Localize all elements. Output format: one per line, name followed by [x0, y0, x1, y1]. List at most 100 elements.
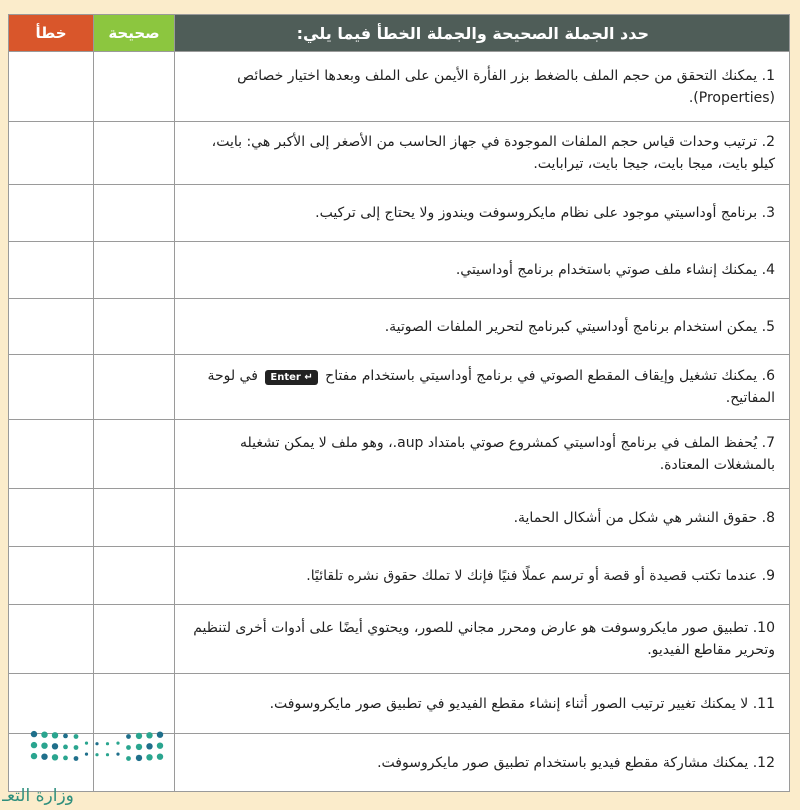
question-text: حقوق النشر هي شكل من أشكال الحماية. — [513, 509, 758, 526]
answer-cell-wrong[interactable] — [8, 51, 94, 122]
logo-dot — [41, 742, 48, 749]
question-text: في لوحة المفاتيح. — [207, 368, 775, 406]
enter-key-icon: Enter ↵ — [265, 370, 318, 385]
answer-cell-wrong[interactable] — [8, 604, 94, 674]
question-text-cell: 4. يمكنك إنشاء ملف صوتي باستخدام برنامج … — [174, 241, 790, 299]
answer-cell-right[interactable] — [93, 184, 175, 242]
logo-dot — [51, 743, 59, 750]
column-header-right: صحيحة — [93, 14, 175, 52]
answer-cell-right[interactable] — [93, 488, 175, 547]
question-text: يمكنك تشغيل وإيقاف المقطع الصوتي في برنا… — [325, 368, 758, 384]
answer-cell-wrong[interactable] — [8, 354, 94, 420]
logo-dot — [73, 756, 79, 761]
question-row: 7. يُحفظ الملف في برنامج أوداسيتي كمشروع… — [8, 419, 790, 489]
question-text-cell: 2. ترتيب وحدات قياس حجم الملفات الموجودة… — [174, 121, 790, 185]
answer-cell-right[interactable] — [93, 298, 175, 355]
question-number: 9. — [761, 567, 775, 584]
logo-dot — [30, 730, 38, 738]
question-number: 8. — [761, 509, 775, 526]
question-number: 3. — [761, 205, 775, 221]
logo-dot — [63, 733, 68, 739]
logo-dot — [51, 732, 59, 739]
logo-dot — [73, 734, 79, 739]
question-row: 8. حقوق النشر هي شكل من أشكال الحماية. — [8, 488, 790, 547]
answer-cell-right[interactable] — [93, 241, 175, 299]
answer-cell-wrong[interactable] — [8, 241, 94, 299]
answer-cell-wrong[interactable] — [8, 419, 94, 489]
question-row: 10. تطبيق صور مايكروسوفت هو عارض ومحرر م… — [8, 604, 790, 674]
question-text: برنامج أوداسيتي موجود على نظام مايكروسوف… — [315, 205, 758, 221]
question-number: 6. — [761, 368, 775, 384]
question-text: ترتيب وحدات قياس حجم الملفات الموجودة في… — [211, 134, 775, 172]
question-text-cell: 11. لا يمكنك تغيير ترتيب الصور أثناء إنش… — [174, 673, 790, 734]
question-row: 5. يمكن استخدام برنامج أوداسيتي كبرنامج … — [8, 298, 790, 355]
question-number: 11. — [752, 695, 775, 712]
question-text-cell: 12. يمكنك مشاركة مقطع فيديو باستخدام تطب… — [174, 733, 790, 792]
question-text: يمكنك مشاركة مقطع فيديو باستخدام تطبيق ص… — [377, 754, 749, 771]
answer-cell-right[interactable] — [93, 604, 175, 674]
instruction-title: حدد الجملة الصحيحة والجملة الخطأ فيما يل… — [174, 14, 790, 52]
logo-dot — [84, 752, 89, 756]
logo-dot — [146, 743, 153, 750]
answer-cell-right[interactable] — [93, 673, 175, 734]
question-row: 1. يمكنك التحقق من حجم الملف بالضغط بزر … — [8, 51, 790, 122]
question-row: 6. يمكنك تشغيل وإيقاف المقطع الصوتي في ب… — [8, 354, 790, 420]
question-number: 5. — [761, 318, 775, 335]
logo-dot — [116, 741, 120, 745]
question-number: 12. — [752, 754, 775, 771]
question-row: 4. يمكنك إنشاء ملف صوتي باستخدام برنامج … — [8, 241, 790, 299]
answer-cell-wrong[interactable] — [8, 733, 94, 792]
logo-dot — [116, 752, 120, 756]
logo-dot — [126, 734, 131, 739]
answer-cell-wrong[interactable] — [8, 298, 94, 355]
answer-cell-wrong[interactable] — [8, 121, 94, 185]
answer-cell-wrong[interactable] — [8, 673, 94, 734]
logo-dot — [156, 731, 164, 738]
question-row: 2. ترتيب وحدات قياس حجم الملفات الموجودة… — [8, 121, 790, 185]
logo-dot — [135, 743, 143, 751]
logo-dot — [63, 744, 68, 750]
answer-cell-wrong[interactable] — [8, 184, 94, 242]
question-text: تطبيق صور مايكروسوفت هو عارض ومحرر مجاني… — [193, 620, 775, 658]
ministry-logo-text: وزارة التعـ — [2, 786, 74, 806]
question-text: لا يمكنك تغيير ترتيب الصور أثناء إنشاء م… — [269, 695, 749, 712]
question-row: 3. برنامج أوداسيتي موجود على نظام مايكرو… — [8, 184, 790, 242]
question-text-cell: 5. يمكن استخدام برنامج أوداسيتي كبرنامج … — [174, 298, 790, 355]
logo-dot — [30, 741, 38, 749]
question-number: 10. — [752, 620, 775, 636]
logo-dot — [156, 753, 164, 760]
answer-cell-wrong[interactable] — [8, 488, 94, 547]
answer-cell-right[interactable] — [93, 419, 175, 489]
logo-dot — [146, 754, 153, 761]
question-text-cell: 10. تطبيق صور مايكروسوفت هو عارض ومحرر م… — [174, 604, 790, 674]
logo-dot — [105, 742, 110, 746]
question-text-cell: 1. يمكنك التحقق من حجم الملف بالضغط بزر … — [174, 51, 790, 122]
answer-cell-right[interactable] — [93, 354, 175, 420]
question-text: يمكنك التحقق من حجم الملف بالضغط بزر الف… — [237, 67, 775, 106]
answer-cell-wrong[interactable] — [8, 546, 94, 605]
logo-dot — [73, 745, 79, 750]
question-text-cell: 3. برنامج أوداسيتي موجود على نظام مايكرو… — [174, 184, 790, 242]
column-header-wrong: خطأ — [8, 14, 94, 52]
logo-dot — [41, 731, 48, 738]
question-text-cell: 8. حقوق النشر هي شكل من أشكال الحماية. — [174, 488, 790, 547]
table-header: خطأ صحيحة حدد الجملة الصحيحة والجملة الخ… — [8, 14, 790, 52]
question-text: يمكن استخدام برنامج أوداسيتي كبرنامج لتح… — [384, 318, 758, 335]
logo-dot — [105, 753, 110, 757]
logo-dot — [41, 753, 48, 760]
answer-cell-right[interactable] — [93, 121, 175, 185]
question-text: يمكنك إنشاء ملف صوتي باستخدام برنامج أود… — [455, 262, 758, 278]
answer-cell-right[interactable] — [93, 51, 175, 122]
question-number: 2. — [761, 134, 775, 150]
logo-dot — [156, 742, 164, 749]
answer-cell-right[interactable] — [93, 546, 175, 605]
logo-dot — [95, 742, 99, 746]
question-number: 1. — [761, 67, 775, 84]
question-text-cell: 7. يُحفظ الملف في برنامج أوداسيتي كمشروع… — [174, 419, 790, 489]
question-text: عندما تكتب قصيدة أو قصة أو ترسم عملًا فن… — [306, 567, 758, 584]
question-text-cell: 9. عندما تكتب قصيدة أو قصة أو ترسم عملًا… — [174, 546, 790, 605]
logo-dot — [126, 745, 131, 750]
true-false-table: خطأ صحيحة حدد الجملة الصحيحة والجملة الخ… — [8, 14, 790, 792]
question-number: 7. — [761, 435, 775, 451]
logo-dot — [95, 753, 99, 757]
